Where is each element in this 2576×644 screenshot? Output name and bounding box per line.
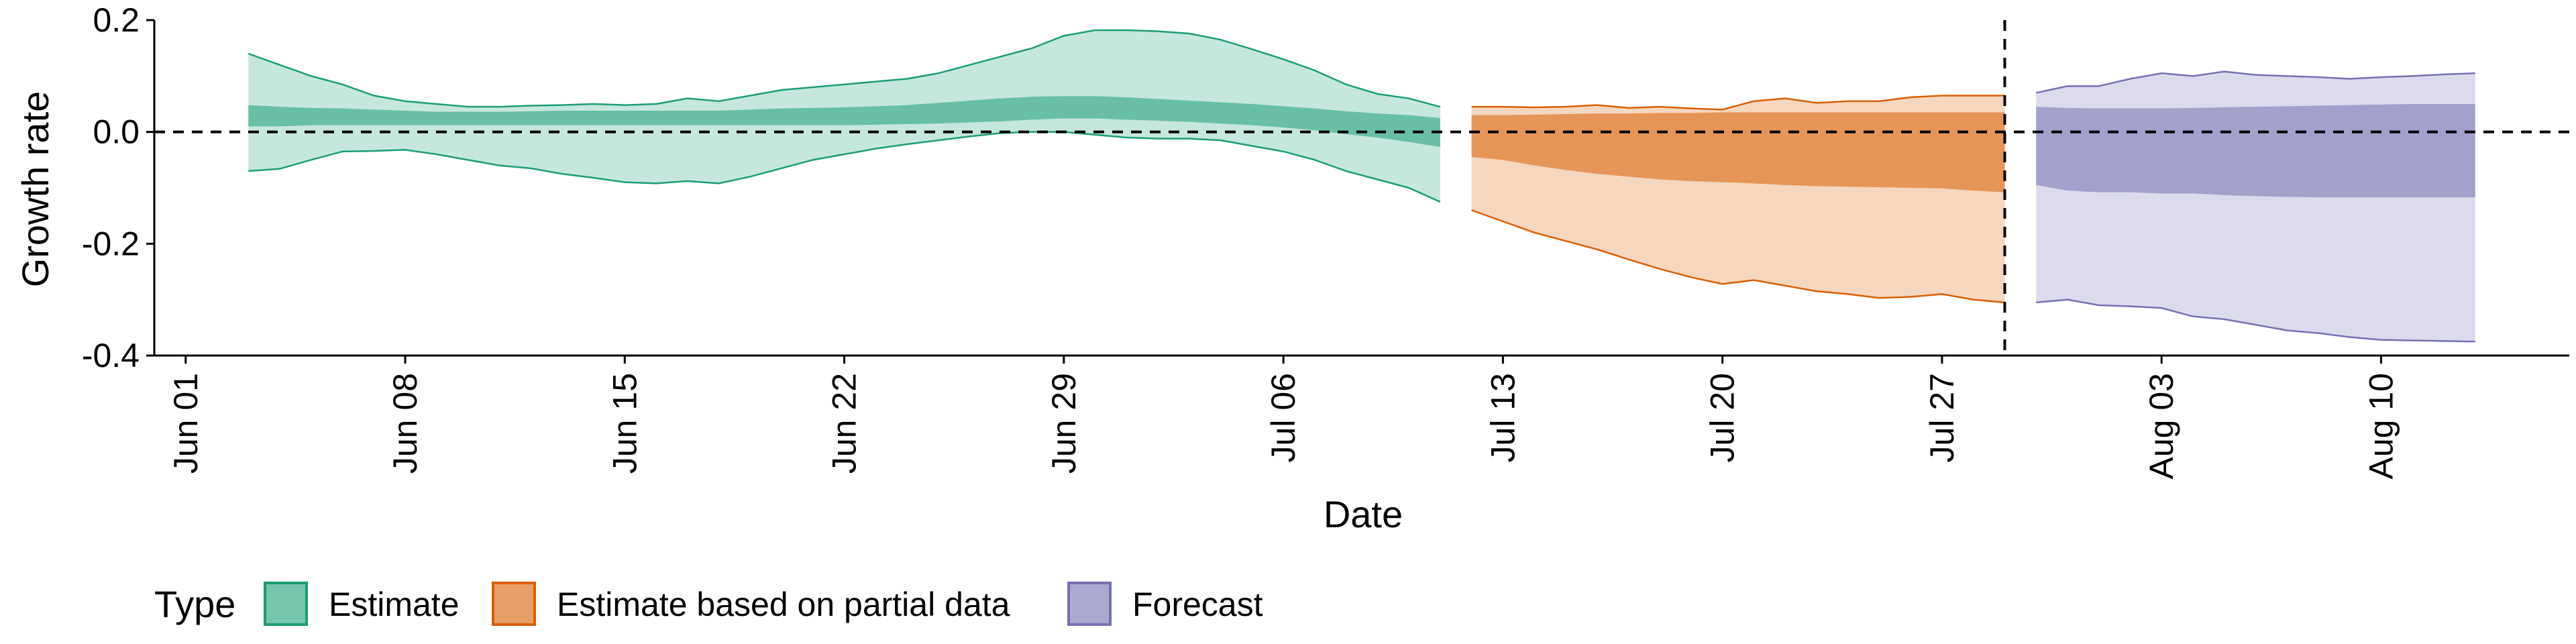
legend: Type Estimate Estimate based on partial da…	[154, 582, 1263, 626]
legend-label-forecast: Forecast	[1132, 586, 1263, 623]
axes-layer: -0.4 -0.2 0.0 0.2 Jun 01 Jun 08 Jun 15 Jun 22 Ju…	[82, 1, 2569, 479]
x-tick-label: Jun 22	[826, 373, 863, 474]
legend-label-estimate-based-on-partial-data: Estimate based on partial data	[557, 586, 1010, 623]
y-tick-label: -0.2	[82, 225, 140, 262]
x-tick-label: Jun 08	[386, 373, 424, 474]
reference-lines	[154, 20, 2569, 356]
estimate-upper-edge	[248, 29, 1441, 108]
forecast-upper-edge	[2035, 70, 2475, 94]
legend-key-estimate	[264, 582, 308, 626]
legend-label-estimate: Estimate	[329, 586, 460, 623]
estimate-based-on-partial-data-upper-edge	[1471, 95, 2005, 111]
y-tick-label: -0.4	[82, 337, 140, 374]
x-tick-label: Aug 03	[2143, 373, 2180, 479]
y-tick-label: 0.2	[93, 1, 140, 39]
forecast-band-50	[2036, 104, 2475, 198]
estimate-based-on-partial-data-lower-edge	[1471, 209, 2005, 304]
legend-key-estimate-based-on-partial-data	[492, 582, 536, 626]
legend-title: Type	[154, 583, 235, 625]
x-tick-label: Jul 06	[1265, 373, 1302, 462]
y-axis-title: Growth rate	[14, 91, 56, 288]
x-tick-label: Jul 13	[1484, 373, 1521, 462]
y-tick-label: 0.0	[93, 113, 140, 151]
x-tick-label: Jul 20	[1704, 373, 1741, 462]
forecast-lower-edge	[2036, 299, 2475, 343]
legend-key-forecast	[1067, 582, 1112, 626]
bands-layer	[248, 29, 2475, 343]
x-axis-title: Date	[1324, 493, 1403, 535]
estimate-lower-edge	[248, 131, 1441, 203]
estimate-band-50	[248, 96, 1440, 148]
x-tick-label: Jun 01	[167, 373, 205, 474]
x-tick-label: Jul 27	[1923, 373, 1961, 462]
x-tick-label: Aug 10	[2362, 373, 2400, 479]
x-tick-label: Jun 29	[1045, 373, 1083, 474]
x-tick-label: Jun 15	[606, 373, 643, 474]
